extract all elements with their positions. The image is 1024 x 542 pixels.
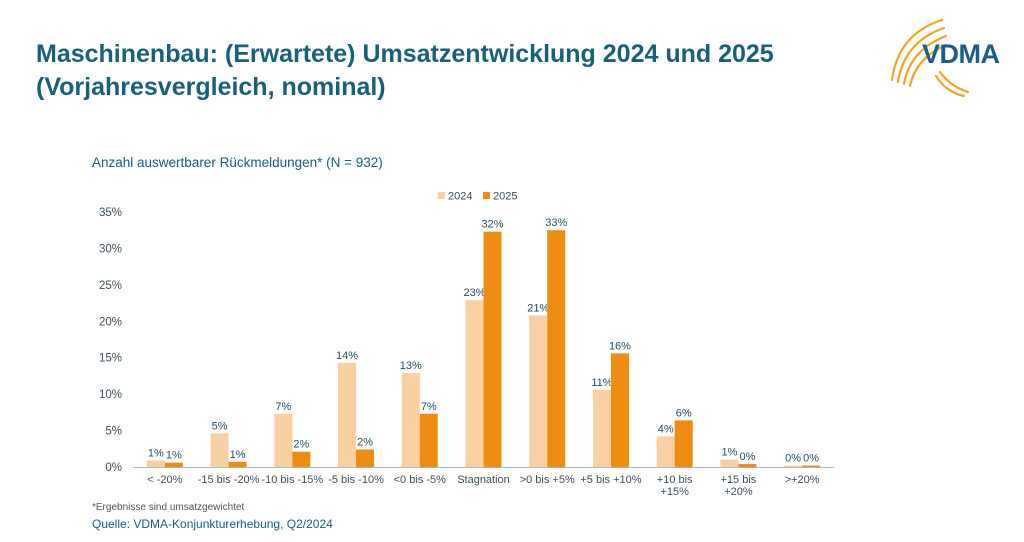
data-label-2024: 21% bbox=[527, 302, 549, 314]
source-note: Quelle: VDMA-Konjunkturerhebung, Q2/2024 bbox=[92, 517, 333, 531]
y-tick-label: 15% bbox=[99, 353, 122, 365]
bar-2025 bbox=[228, 461, 247, 467]
x-tick-label: -10 bis -15% bbox=[261, 474, 323, 486]
bar-2024 bbox=[529, 315, 548, 467]
x-tick-label: Stagnation bbox=[457, 474, 510, 486]
data-label-2024: 7% bbox=[275, 401, 291, 413]
x-tick-label: +20% bbox=[724, 486, 753, 498]
x-tick-label: -5 bis -10% bbox=[328, 474, 384, 486]
chart-subtitle: Anzahl auswertbarer Rückmeldungen* (N = … bbox=[92, 155, 383, 170]
data-label-2025: 7% bbox=[421, 401, 437, 413]
bar-2025 bbox=[547, 230, 566, 467]
bar-2024 bbox=[146, 460, 165, 467]
data-label-2024: 1% bbox=[148, 447, 164, 459]
data-label-2024: 13% bbox=[400, 360, 422, 372]
bar-2024 bbox=[274, 413, 293, 467]
footnote: *Ergebnisse sind umsatzgewichtet bbox=[92, 502, 245, 513]
data-label-2025: 0% bbox=[803, 453, 819, 465]
y-tick-label: 10% bbox=[99, 389, 122, 401]
data-label-2024: 23% bbox=[463, 287, 485, 299]
data-label-2024: 4% bbox=[658, 423, 674, 435]
data-label-2025: 32% bbox=[481, 219, 503, 231]
vdma-logo-icon bbox=[890, 18, 970, 98]
y-tick-label: 25% bbox=[99, 280, 122, 292]
bar-2025 bbox=[802, 465, 821, 467]
x-tick-label: -15 bis -20% bbox=[198, 474, 260, 486]
legend-label-2024: 2024 bbox=[448, 191, 472, 203]
page-title: Maschinenbau: (Erwartete) Umsatzentwickl… bbox=[36, 38, 856, 104]
data-label-2025: 2% bbox=[357, 437, 373, 449]
x-tick-label: < -20% bbox=[147, 474, 182, 486]
bar-2024 bbox=[401, 373, 420, 467]
bar-2025 bbox=[419, 413, 438, 467]
legend-label-2025: 2025 bbox=[493, 191, 517, 203]
title-line-2: (Vorjahresvergleich, nominal) bbox=[36, 73, 386, 101]
legend-swatch-2025 bbox=[483, 192, 490, 199]
x-tick-label: +10 bis bbox=[657, 474, 693, 486]
data-label-2025: 1% bbox=[230, 449, 246, 461]
bar-2025 bbox=[356, 449, 375, 467]
data-label-2025: 2% bbox=[293, 439, 309, 451]
data-label-2025: 0% bbox=[739, 451, 755, 463]
bar-2025 bbox=[674, 420, 693, 467]
x-tick-label: +5 bis +10% bbox=[580, 474, 641, 486]
y-tick-label: 5% bbox=[105, 426, 122, 438]
bar-chart: 0%5%10%15%20%25%30%35%1% 1%< -20%5%1%-15 … bbox=[99, 191, 834, 498]
data-label-2024: 11% bbox=[591, 377, 612, 389]
x-tick-label: >0 bis +5% bbox=[520, 474, 575, 486]
bar-2024 bbox=[210, 433, 229, 467]
x-tick-label: <0 bis -5% bbox=[394, 474, 446, 486]
bar-2025 bbox=[738, 464, 757, 467]
bar-2025 bbox=[164, 462, 183, 467]
x-tick-label: +15% bbox=[660, 486, 689, 498]
y-tick-label: 30% bbox=[99, 243, 122, 255]
bar-2024 bbox=[592, 389, 611, 467]
data-label-2025: 6% bbox=[676, 407, 692, 419]
x-tick-label: +15 bis bbox=[721, 474, 757, 486]
y-tick-label: 0% bbox=[105, 462, 122, 474]
bar-2024 bbox=[338, 362, 357, 467]
data-label-2025: 1% bbox=[166, 450, 182, 462]
title-line-1: Maschinenbau: (Erwartete) Umsatzentwickl… bbox=[36, 40, 774, 68]
x-tick-label: >+20% bbox=[785, 474, 820, 486]
data-label-2024: 1% bbox=[721, 447, 737, 459]
y-tick-label: 20% bbox=[99, 316, 122, 328]
bar-2025 bbox=[292, 451, 311, 467]
vdma-logo-text: VDMA bbox=[922, 39, 1000, 69]
bar-2024 bbox=[656, 436, 675, 467]
bar-2025 bbox=[610, 353, 629, 467]
data-label-2025: 16% bbox=[609, 340, 631, 352]
data-label-2024: 14% bbox=[336, 350, 358, 362]
data-label-2025: 33% bbox=[545, 217, 567, 229]
bar-2024 bbox=[784, 465, 803, 467]
y-tick-label: 35% bbox=[99, 207, 122, 219]
legend-swatch-2024 bbox=[438, 192, 445, 199]
bar-2025 bbox=[483, 231, 502, 467]
bar-2024 bbox=[465, 300, 484, 467]
data-label-2024: 5% bbox=[212, 420, 228, 432]
bar-2024 bbox=[720, 459, 739, 467]
data-label-2024: 0% bbox=[785, 453, 801, 465]
